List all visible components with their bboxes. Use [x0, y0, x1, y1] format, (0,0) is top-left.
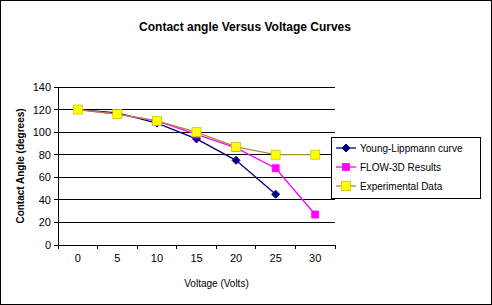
legend-marker — [342, 182, 351, 191]
tick-mark — [54, 199, 58, 200]
y-tick-label: 100 — [33, 126, 51, 138]
grid-line — [58, 109, 335, 110]
x-tick-mark — [255, 245, 256, 249]
data-point — [232, 142, 241, 151]
x-tick-mark — [295, 245, 296, 249]
title: Contact angle Versus Voltage Curves — [139, 20, 351, 34]
legend-marker — [343, 164, 350, 171]
x-tick-mark — [216, 245, 217, 249]
plot-area — [73, 105, 319, 218]
data-point — [312, 211, 319, 218]
data-point — [192, 128, 201, 137]
data-point — [232, 156, 240, 164]
y-tick-label: 120 — [33, 104, 51, 116]
x-tick-label: 10 — [151, 252, 163, 264]
x-tick-label: 25 — [270, 252, 282, 264]
legend-box — [332, 138, 481, 199]
y-tick-label: 20 — [39, 216, 51, 228]
tick-mark — [54, 154, 58, 155]
x-tick-mark — [97, 245, 98, 249]
x-tick-mark — [176, 245, 177, 249]
data-point — [271, 150, 280, 159]
data-point — [74, 106, 81, 113]
tick-mark — [54, 222, 58, 223]
x-tick-label: 30 — [309, 252, 321, 264]
y-tick-label: 140 — [33, 81, 51, 93]
tick-mark — [54, 177, 58, 178]
y-tick-label: 60 — [39, 171, 51, 183]
x-axis-label: Voltage (Volts) — [184, 278, 248, 289]
y-axis — [58, 87, 59, 245]
tick-mark — [54, 245, 58, 246]
x-tick-mark — [58, 245, 59, 249]
tick-mark — [54, 132, 58, 133]
y-tick-label: 0 — [45, 239, 51, 251]
grid-line — [58, 245, 335, 246]
data-point — [74, 106, 82, 114]
chart: Contact angle Versus Voltage Curves 0 20 40… — [0, 0, 492, 305]
data-point — [73, 105, 82, 114]
y-tick-label: 40 — [39, 194, 51, 206]
grid-line — [58, 177, 335, 178]
tick-mark — [54, 109, 58, 110]
grid-line — [58, 222, 335, 223]
x-axis — [58, 245, 335, 246]
series-line — [78, 110, 315, 155]
legend-label: FLOW-3D Results — [360, 162, 441, 173]
y-axis-label: Contact Angle (degrees) — [15, 108, 26, 223]
x-tick-mark — [137, 245, 138, 249]
data-point — [272, 165, 279, 172]
data-point — [311, 150, 320, 159]
x-tick-label: 0 — [75, 252, 81, 264]
data-point — [153, 117, 160, 124]
data-point — [114, 111, 121, 118]
x-tick-label: 15 — [190, 252, 202, 264]
grid-line — [58, 87, 335, 88]
chart-frame — [1, 1, 492, 305]
data-point — [272, 190, 280, 198]
x-tick-label: 20 — [230, 252, 242, 264]
x-tick-label: 5 — [114, 252, 120, 264]
tick-mark — [54, 87, 58, 88]
data-point — [152, 116, 161, 125]
legend: Young-Lippmann curve FLOW-3D Results Exper… — [332, 138, 481, 199]
x-tick-mark — [335, 245, 336, 249]
grid-line — [58, 199, 335, 200]
series-line — [78, 110, 276, 195]
legend-marker — [342, 144, 350, 152]
y-tick-label: 80 — [39, 149, 51, 161]
data-point — [113, 110, 122, 119]
legend-label: Young-Lippmann curve — [360, 143, 463, 154]
legend-label: Experimental Data — [360, 181, 443, 192]
series-line — [78, 110, 315, 215]
